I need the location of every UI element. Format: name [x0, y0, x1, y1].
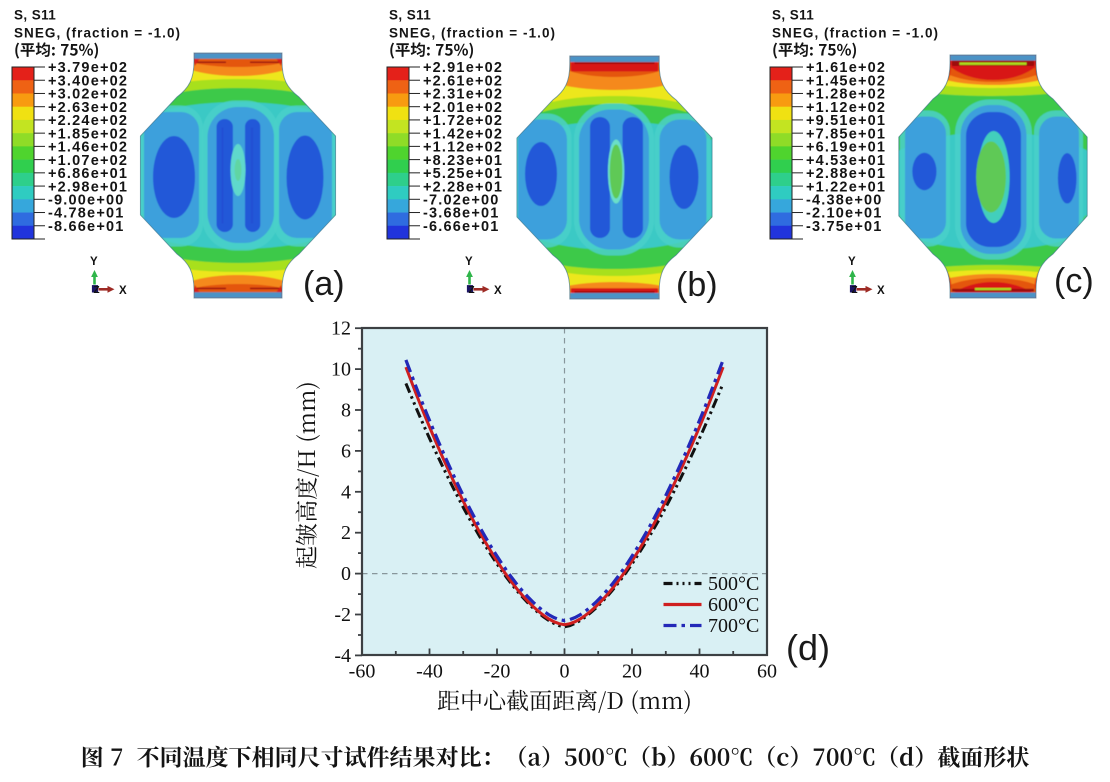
svg-text:-4: -4: [334, 645, 351, 667]
svg-text:+1.46e+02: +1.46e+02: [48, 140, 128, 156]
svg-text:500°C: 500°C: [708, 573, 759, 595]
svg-text:+9.51e+01: +9.51e+01: [806, 113, 886, 129]
svg-text:+7.85e+01: +7.85e+01: [806, 126, 886, 142]
svg-text:+2.61e+02: +2.61e+02: [423, 73, 503, 89]
svg-text:60: 60: [757, 661, 777, 683]
svg-text:Y: Y: [90, 256, 98, 268]
svg-text:X: X: [494, 285, 502, 297]
svg-text:+1.28e+02: +1.28e+02: [806, 87, 886, 103]
svg-text:12: 12: [331, 318, 351, 340]
svg-text:+2.88e+01: +2.88e+01: [806, 166, 886, 182]
svg-text:Z: Z: [94, 285, 100, 296]
svg-text:+2.31e+02: +2.31e+02: [423, 87, 503, 103]
svg-text:600°C: 600°C: [708, 594, 759, 616]
svg-text:6: 6: [341, 440, 351, 462]
svg-text:0: 0: [560, 661, 570, 683]
svg-text:2: 2: [341, 522, 351, 544]
svg-text:(c): (c): [1054, 262, 1094, 300]
svg-text:+3.02e+02: +3.02e+02: [48, 87, 128, 103]
svg-text:+2.01e+02: +2.01e+02: [423, 100, 503, 116]
svg-text:-7.02e+00: -7.02e+00: [423, 193, 500, 209]
svg-text:+1.61e+02: +1.61e+02: [806, 60, 886, 76]
svg-text:+1.42e+02: +1.42e+02: [423, 126, 503, 142]
svg-text:+2.98e+01: +2.98e+01: [48, 179, 128, 195]
svg-text:-3.75e+01: -3.75e+01: [806, 219, 883, 235]
svg-text:X: X: [119, 285, 127, 297]
svg-text:+6.86e+01: +6.86e+01: [48, 166, 128, 182]
svg-text:+1.07e+02: +1.07e+02: [48, 153, 128, 169]
svg-text:+6.19e+01: +6.19e+01: [806, 140, 886, 156]
svg-text:+5.25e+01: +5.25e+01: [423, 166, 503, 182]
svg-text:-20: -20: [484, 661, 511, 683]
svg-text:4: 4: [341, 481, 351, 503]
svg-text:(d): (d): [786, 627, 830, 668]
svg-text:-2.10e+01: -2.10e+01: [806, 206, 883, 222]
svg-text:S, S11: S, S11: [772, 8, 814, 23]
svg-text:40: 40: [690, 661, 710, 683]
svg-text:S, S11: S, S11: [389, 8, 431, 23]
svg-text:X: X: [877, 285, 885, 297]
svg-text:-2: -2: [334, 604, 351, 626]
svg-text:-4.78e+01: -4.78e+01: [48, 206, 125, 222]
svg-text:+3.79e+02: +3.79e+02: [48, 60, 128, 76]
svg-text:+2.24e+02: +2.24e+02: [48, 113, 128, 129]
svg-text:+2.91e+02: +2.91e+02: [423, 60, 503, 76]
svg-text:+8.23e+01: +8.23e+01: [423, 153, 503, 169]
svg-text:10: 10: [331, 359, 351, 381]
svg-text:8: 8: [341, 400, 351, 422]
svg-text:+1.12e+02: +1.12e+02: [423, 140, 503, 156]
svg-text:Y: Y: [465, 256, 473, 268]
svg-text:-9.00e+00: -9.00e+00: [48, 193, 125, 209]
svg-text:+2.28e+01: +2.28e+01: [423, 179, 503, 195]
svg-text:SNEG, (fraction = -1.0): SNEG, (fraction = -1.0): [772, 26, 939, 41]
svg-text:Z: Z: [469, 285, 475, 296]
svg-text:-4.38e+00: -4.38e+00: [806, 193, 883, 209]
svg-text:-6.66e+01: -6.66e+01: [423, 219, 500, 235]
svg-text:+1.45e+02: +1.45e+02: [806, 73, 886, 89]
svg-text:Y: Y: [848, 256, 856, 268]
svg-text:+4.53e+01: +4.53e+01: [806, 153, 886, 169]
svg-text:(a): (a): [303, 265, 345, 303]
svg-text:+1.22e+01: +1.22e+01: [806, 179, 886, 195]
svg-text:+2.63e+02: +2.63e+02: [48, 100, 128, 116]
svg-text:-8.66e+01: -8.66e+01: [48, 219, 125, 235]
svg-text:Z: Z: [852, 285, 858, 296]
svg-text:20: 20: [622, 661, 642, 683]
svg-text:(b): (b): [676, 266, 718, 304]
svg-text:+3.40e+02: +3.40e+02: [48, 73, 128, 89]
svg-text:+1.85e+02: +1.85e+02: [48, 126, 128, 142]
svg-text:700°C: 700°C: [708, 615, 759, 637]
svg-text:0: 0: [341, 563, 351, 585]
svg-text:S, S11: S, S11: [14, 8, 56, 23]
svg-text:SNEG, (fraction = -1.0): SNEG, (fraction = -1.0): [14, 26, 181, 41]
svg-text:SNEG, (fraction = -1.0): SNEG, (fraction = -1.0): [389, 26, 556, 41]
svg-text:+1.12e+02: +1.12e+02: [806, 100, 886, 116]
svg-text:-3.68e+01: -3.68e+01: [423, 206, 500, 222]
svg-text:-40: -40: [416, 661, 443, 683]
svg-text:+1.72e+02: +1.72e+02: [423, 113, 503, 129]
svg-text:-60: -60: [349, 661, 376, 683]
